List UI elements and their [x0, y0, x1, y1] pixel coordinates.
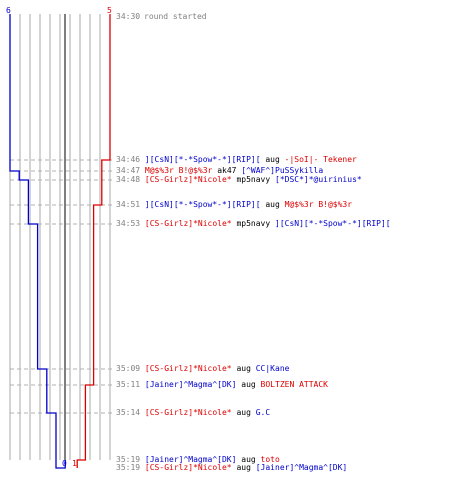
kill-event-row: 35:14 [CS-Girlz]*Nicole* aug G.C — [116, 408, 270, 417]
event-time: 35:14 — [116, 408, 141, 417]
victim-name: G.C — [255, 408, 271, 417]
killer-name: [Jainer]^Magma^[DK] — [144, 455, 237, 464]
weapon-name: aug — [236, 463, 251, 472]
killer-name: [Jainer]^Magma^[DK] — [144, 380, 237, 389]
event-time: 35:19 — [116, 455, 141, 464]
victim-name: [*DSC*]*@uirinius* — [275, 175, 362, 184]
kill-event-row: 34:47 M@$%3r B!@$%3r ak47 [^WAF^]PuSSyki… — [116, 166, 323, 175]
killer-name: ][CsN][*-*Spow*-*][RIP][ — [144, 200, 261, 209]
weapon-name: aug — [265, 155, 280, 164]
weapon-name: aug — [236, 408, 251, 417]
event-time: 35:09 — [116, 364, 141, 373]
victim-name: BOLTZEN ATTACK — [260, 380, 328, 389]
kill-event-row: 35:19 [CS-Girlz]*Nicole* aug [Jainer]^Ma… — [116, 463, 347, 472]
killer-name: ][CsN][*-*Spow*-*][RIP][ — [144, 155, 261, 164]
red-end-count: 1 — [72, 459, 77, 468]
victim-name: -|SoI|- Tekener — [284, 155, 357, 164]
event-time: 34:53 — [116, 219, 141, 228]
event-time: 34:51 — [116, 200, 141, 209]
blue-end-count: 0 — [62, 459, 67, 468]
weapon-name: aug — [241, 380, 256, 389]
victim-name: ][CsN][*-*Spow*-*][RIP][ — [275, 219, 391, 228]
kill-event-row: 34:51 ][CsN][*-*Spow*-*][RIP][ aug M@$%3… — [116, 200, 352, 209]
event-time: 35:19 — [116, 463, 141, 472]
blue-start-count: 6 — [6, 6, 11, 15]
victim-name: CC|Kane — [255, 364, 290, 373]
red-start-count: 5 — [107, 6, 112, 15]
victim-name: toto — [260, 455, 280, 464]
kill-event-row: 34:48 [CS-Girlz]*Nicole* mp5navy [*DSC*]… — [116, 175, 362, 184]
round-start-text: round started — [144, 12, 207, 21]
victim-name: M@$%3r B!@$%3r — [284, 200, 353, 209]
event-time: 35:11 — [116, 380, 141, 389]
killer-name: [CS-Girlz]*Nicole* — [144, 408, 232, 417]
weapon-name: mp5navy — [236, 219, 271, 228]
victim-name: [^WAF^]PuSSykilla — [241, 166, 324, 175]
kill-event-row: 35:09 [CS-Girlz]*Nicole* aug CC|Kane — [116, 364, 289, 373]
kill-event-row: 35:19 [Jainer]^Magma^[DK] aug toto — [116, 455, 280, 464]
kill-event-row: 34:53 [CS-Girlz]*Nicole* mp5navy ][CsN][… — [116, 219, 391, 228]
weapon-name: aug — [265, 200, 280, 209]
kill-event-row: 34:46 ][CsN][*-*Spow*-*][RIP][ aug -|SoI… — [116, 155, 357, 164]
weapon-name: ak47 — [217, 166, 237, 175]
blue-team-line — [9, 14, 66, 469]
weapon-name: aug — [236, 364, 251, 373]
event-time: 34:46 — [116, 155, 141, 164]
killer-name: [CS-Girlz]*Nicole* — [144, 364, 232, 373]
victim-name: [Jainer]^Magma^[DK] — [255, 463, 348, 472]
event-time: 34:48 — [116, 175, 141, 184]
event-time: 34:47 — [116, 166, 141, 175]
round-start-time: 34:30 — [116, 12, 141, 21]
red-team-line — [76, 14, 111, 468]
killer-name: M@$%3r B!@$%3r — [144, 166, 213, 175]
weapon-name: aug — [241, 455, 256, 464]
killer-name: [CS-Girlz]*Nicole* — [144, 463, 232, 472]
weapon-name: mp5navy — [236, 175, 271, 184]
kill-event-row: 35:11 [Jainer]^Magma^[DK] aug BOLTZEN AT… — [116, 380, 328, 389]
killer-name: [CS-Girlz]*Nicole* — [144, 219, 232, 228]
killer-name: [CS-Girlz]*Nicole* — [144, 175, 232, 184]
